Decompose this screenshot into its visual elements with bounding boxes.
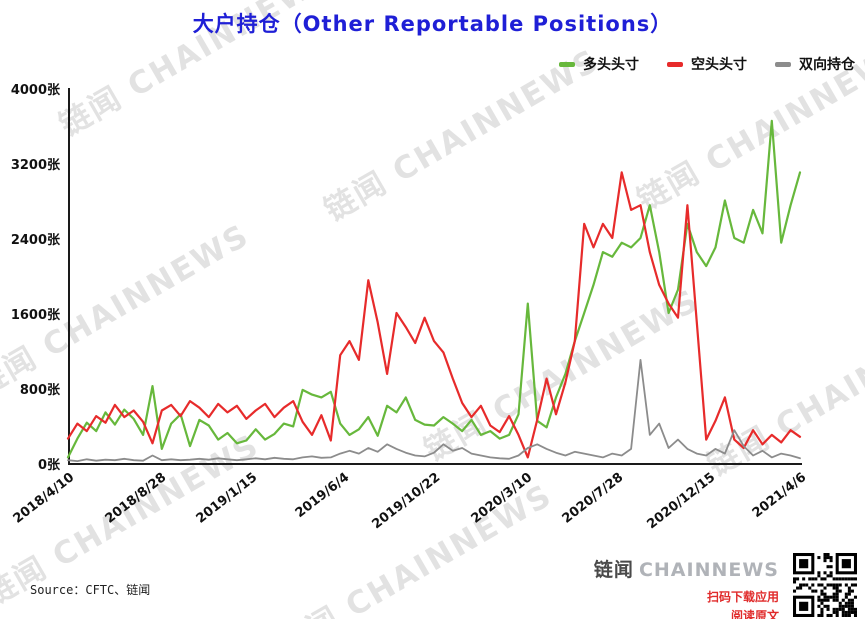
line-series-both: [67, 358, 801, 463]
brand-logo: 链闻 CHAINNEWS: [594, 555, 779, 582]
y-axis-label: 4000张: [10, 83, 60, 98]
plot-area: [68, 88, 802, 465]
qr-caption-read: 阅读原文: [730, 608, 779, 619]
brand-cn: 链闻: [593, 559, 634, 581]
legend-item-both: 双向持仓: [775, 54, 855, 74]
y-axis-label: 800张: [19, 383, 60, 398]
x-axis-label: 2019/6/4: [292, 470, 352, 522]
legend-label: 双向持仓: [799, 57, 855, 73]
qr-captions: 扫码下载应用 阅读原文: [594, 588, 779, 619]
legend-marker-long: [559, 61, 575, 67]
legend-item-short: 空头头寸: [667, 54, 747, 74]
legend-item-long: 多头头寸: [559, 54, 639, 74]
y-axis-label: 3200张: [10, 158, 60, 173]
y-axis-label: 1600张: [10, 308, 60, 323]
line-chart: [66, 119, 802, 463]
footer-brand-block: 链闻 CHAINNEWS 扫码下载应用 阅读原文: [594, 555, 779, 619]
legend-marker-short: [667, 61, 683, 67]
legend-marker-both: [775, 61, 791, 67]
y-axis-label: 2400张: [10, 233, 60, 248]
legend-label: 多头头寸: [583, 57, 639, 73]
y-axis-label: 0张: [37, 458, 60, 473]
legend: 多头头寸 空头头寸 双向持仓: [559, 54, 855, 74]
legend-label: 空头头寸: [691, 57, 747, 73]
qr-code: [793, 553, 857, 617]
source-label: Source：CFTC、链闻: [30, 583, 151, 597]
qr-caption-download: 扫码下载应用: [706, 590, 779, 604]
line-series-long: [66, 119, 802, 459]
x-axis-label: 2018/4/10: [10, 470, 78, 527]
x-axis-label: 2021/4/6: [749, 470, 810, 522]
x-axis-label: 2019/10/22: [369, 470, 444, 533]
chart-title: 大户持仓（Other Reportable Positions）: [192, 12, 673, 36]
x-axis-label: 2020/12/15: [643, 470, 718, 533]
brand-en: CHAINNEWS: [638, 559, 779, 581]
x-axis-label: 2020/7/28: [559, 470, 627, 527]
line-series-short: [66, 171, 802, 459]
